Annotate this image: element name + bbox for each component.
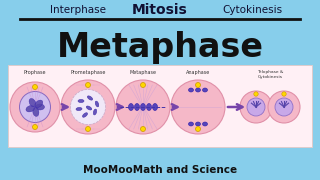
Circle shape [268, 91, 300, 123]
Text: Mitosis: Mitosis [132, 3, 188, 17]
Text: Metaphase: Metaphase [57, 30, 263, 64]
Circle shape [116, 80, 170, 134]
Circle shape [140, 127, 146, 132]
Circle shape [61, 80, 115, 134]
Circle shape [85, 82, 91, 87]
Circle shape [171, 80, 225, 134]
Ellipse shape [83, 113, 87, 117]
Ellipse shape [203, 88, 207, 92]
Text: Telophase &
Cytokinesis: Telophase & Cytokinesis [257, 70, 283, 79]
Text: Metaphase: Metaphase [130, 70, 156, 75]
Circle shape [70, 89, 106, 125]
Ellipse shape [76, 107, 82, 111]
Ellipse shape [86, 106, 92, 110]
Text: Cytokinesis: Cytokinesis [222, 5, 282, 15]
Ellipse shape [78, 100, 84, 102]
Ellipse shape [140, 103, 146, 111]
Ellipse shape [188, 88, 194, 92]
Text: Prophase: Prophase [24, 70, 46, 75]
Circle shape [247, 98, 265, 116]
Ellipse shape [26, 105, 35, 112]
Circle shape [20, 91, 51, 123]
Circle shape [33, 125, 37, 129]
Text: Interphase: Interphase [50, 5, 106, 15]
Circle shape [196, 82, 201, 87]
Ellipse shape [147, 103, 151, 111]
Ellipse shape [95, 101, 99, 107]
Text: Anaphase: Anaphase [186, 70, 210, 75]
Ellipse shape [196, 122, 201, 126]
Circle shape [282, 92, 286, 96]
Text: MooMooMath and Science: MooMooMath and Science [83, 165, 237, 175]
Ellipse shape [134, 103, 140, 111]
Ellipse shape [153, 103, 157, 111]
Circle shape [275, 98, 293, 116]
Text: Prometaphase: Prometaphase [70, 70, 106, 75]
Ellipse shape [196, 88, 201, 92]
Circle shape [254, 92, 258, 96]
Ellipse shape [33, 107, 39, 116]
Ellipse shape [36, 104, 44, 110]
Ellipse shape [129, 103, 133, 111]
Ellipse shape [188, 122, 194, 126]
Ellipse shape [93, 109, 97, 115]
Circle shape [10, 82, 60, 132]
Circle shape [33, 84, 37, 89]
Circle shape [240, 91, 272, 123]
Ellipse shape [35, 100, 43, 107]
Circle shape [140, 82, 146, 87]
Ellipse shape [87, 96, 92, 100]
Circle shape [85, 127, 91, 132]
Ellipse shape [29, 98, 36, 107]
Circle shape [196, 127, 201, 132]
Ellipse shape [203, 122, 207, 126]
FancyBboxPatch shape [8, 65, 312, 147]
